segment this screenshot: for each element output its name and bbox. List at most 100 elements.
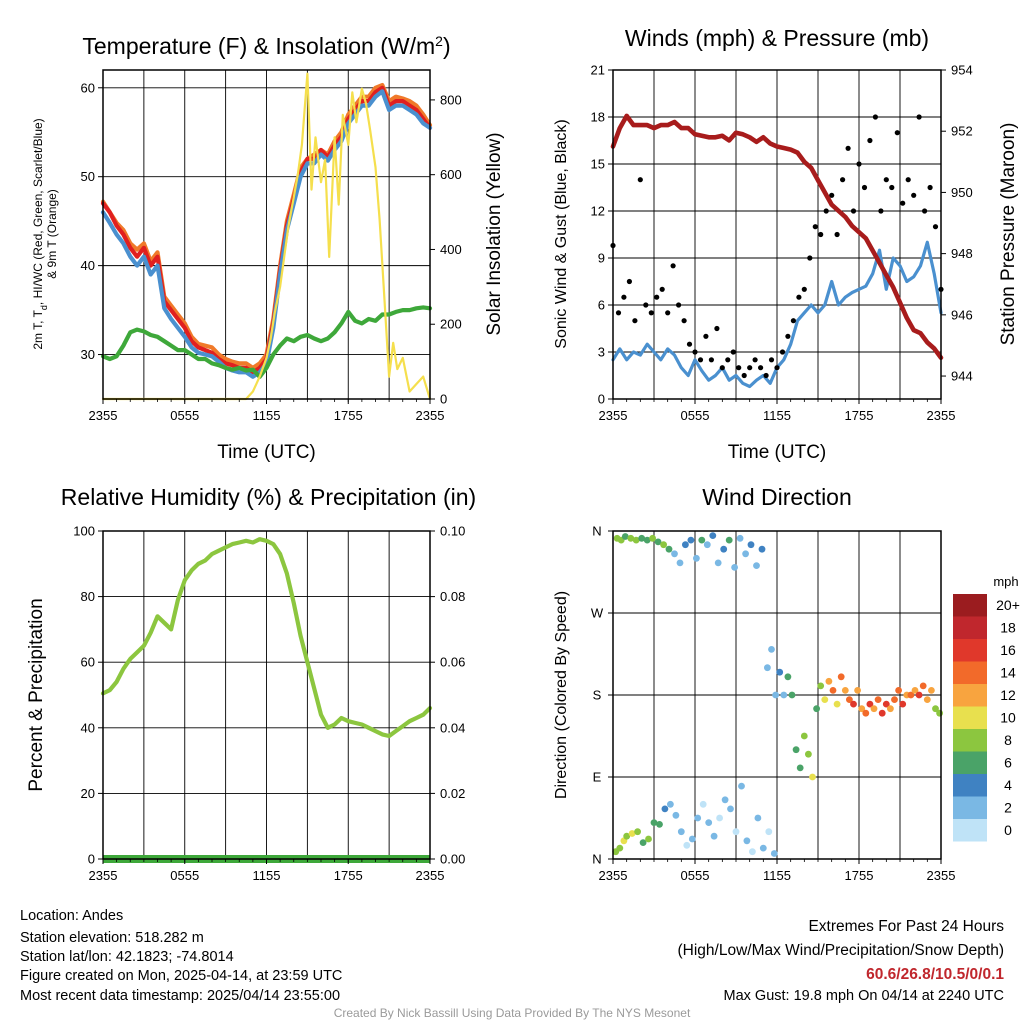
y-left-tick-label-1-4: 12 xyxy=(591,204,605,219)
direction-point-7 xyxy=(645,835,652,843)
y-right-tick-label-0-3: 600 xyxy=(440,167,462,182)
series-temp-3 xyxy=(100,305,433,379)
y-right-tick-label-2-2: 0.04 xyxy=(440,720,465,735)
direction-point-83 xyxy=(862,709,870,717)
direction-point-98 xyxy=(923,696,931,703)
direction-point-21 xyxy=(721,796,729,804)
gust-point-54 xyxy=(905,177,911,183)
direction-point-48 xyxy=(703,541,711,549)
direction-point-46 xyxy=(693,554,700,562)
direction-point-63 xyxy=(780,691,788,699)
y-label-temp-sub: d xyxy=(39,305,49,310)
gust-point-18 xyxy=(708,357,715,363)
direction-point-41 xyxy=(665,545,673,553)
gust-point-45 xyxy=(856,161,862,167)
y-left-tick-label-1-5: 15 xyxy=(591,157,605,172)
direction-point-28 xyxy=(759,844,767,852)
y-right-tick-label-0-1: 200 xyxy=(440,317,462,332)
legend-swatch-3 xyxy=(953,661,987,684)
direction-point-68 xyxy=(800,732,808,740)
gust-point-27 xyxy=(758,365,764,371)
gust-point-48 xyxy=(872,114,879,120)
gust-point-35 xyxy=(801,286,807,292)
y-left-tick-label-1-3: 9 xyxy=(598,251,605,266)
x-tick-label-3-3: 1755 xyxy=(845,868,874,883)
gust-point-16 xyxy=(697,357,704,363)
direction-point-80 xyxy=(850,700,857,708)
legend-label-10: 0 xyxy=(1004,822,1012,838)
y-right-tick-label-2-1: 0.02 xyxy=(440,786,465,801)
y-axis-label-direction: Direction (Colored By Speed) xyxy=(553,591,570,799)
y-right-tick-label-0-2: 400 xyxy=(440,242,462,257)
chart-title-temperature-end: ) xyxy=(443,33,451,59)
direction-point-19 xyxy=(710,832,718,840)
direction-point-56 xyxy=(747,541,755,549)
gust-point-1 xyxy=(615,310,622,316)
gust-point-49 xyxy=(878,208,884,214)
gust-point-23 xyxy=(736,365,742,371)
gust-point-31 xyxy=(779,349,786,355)
direction-point-36 xyxy=(638,534,646,542)
legend-label-6: 8 xyxy=(1004,732,1012,748)
y-left-tick-label-2-0: 0 xyxy=(88,852,95,867)
y-dir-tick-label-4: N xyxy=(592,524,601,539)
legend-swatch-1 xyxy=(953,616,987,639)
direction-point-33 xyxy=(621,533,629,540)
direction-point-77 xyxy=(837,673,845,681)
direction-point-53 xyxy=(731,564,738,571)
direction-point-6 xyxy=(639,839,647,846)
direction-point-23 xyxy=(732,828,740,836)
x-axis-label-temperature: Time (UTC) xyxy=(217,442,316,463)
direction-point-12 xyxy=(672,811,680,819)
x-tick-label-1-0: 2355 xyxy=(599,408,628,423)
y-dir-tick-label-2: S xyxy=(593,688,602,703)
y-label-temp-part2: , HI/WC (Red, Green, Scarlet/Blue) xyxy=(31,118,45,305)
direction-point-84 xyxy=(866,700,874,708)
direction-point-17 xyxy=(699,800,707,808)
direction-point-34 xyxy=(627,534,635,542)
y-right-tick-label-0-0: 0 xyxy=(440,392,447,407)
direction-point-13 xyxy=(677,828,685,836)
y-left-tick-label-1-2: 6 xyxy=(598,298,605,313)
direction-point-97 xyxy=(919,682,927,690)
direction-point-44 xyxy=(682,541,689,549)
gust-point-21 xyxy=(725,357,731,363)
legend-label-9: 2 xyxy=(1004,800,1012,816)
x-tick-label-2-3: 1755 xyxy=(334,868,363,883)
legend-label-7: 6 xyxy=(1004,755,1012,771)
elevation-text: Station elevation: 518.282 m xyxy=(20,930,204,946)
series-relative-humidity xyxy=(100,537,433,739)
y-axis-label-temperature-line1: 2m T, Td, HI/WC (Red, Green, Scarlet/Blu… xyxy=(31,118,49,349)
gust-point-10 xyxy=(665,310,671,316)
x-tick-label-0-1: 0555 xyxy=(170,408,199,423)
gust-point-39 xyxy=(823,208,829,214)
gust-point-43 xyxy=(845,145,851,151)
direction-point-9 xyxy=(656,821,663,828)
credit-text: Created By Nick Bassill Using Data Provi… xyxy=(333,1006,691,1020)
direction-point-89 xyxy=(887,705,894,713)
x-tick-label-2-2: 1155 xyxy=(253,868,281,883)
gust-point-6 xyxy=(643,302,649,308)
y-left-tick-label-0-2: 50 xyxy=(81,169,95,184)
created-text: Figure created on Mon, 2025-04-14, at 23… xyxy=(20,968,343,984)
direction-point-101 xyxy=(936,709,943,717)
legend-label-3: 14 xyxy=(1000,665,1016,681)
x-axis-label-winds: Time (UTC) xyxy=(728,442,827,463)
direction-point-85 xyxy=(870,705,878,713)
legend-swatch-0 xyxy=(953,594,987,617)
gust-point-17 xyxy=(703,333,709,339)
direction-point-20 xyxy=(716,814,723,822)
gust-point-14 xyxy=(686,341,693,347)
x-tick-label-0-2: 1155 xyxy=(253,408,281,423)
y-axis-label-insolation: Solar Insolation (Yellow) xyxy=(484,132,505,335)
gust-point-51 xyxy=(889,184,895,191)
y-left-tick-label-2-2: 40 xyxy=(81,720,95,735)
direction-point-39 xyxy=(654,538,662,546)
legend-label-5: 10 xyxy=(1000,710,1016,726)
direction-point-26 xyxy=(749,848,756,856)
direction-point-30 xyxy=(770,850,778,857)
x-tick-label-3-0: 2355 xyxy=(599,868,628,883)
direction-point-71 xyxy=(813,705,820,713)
chart-title-wind-direction: Wind Direction xyxy=(702,484,852,510)
direction-point-73 xyxy=(821,696,829,703)
